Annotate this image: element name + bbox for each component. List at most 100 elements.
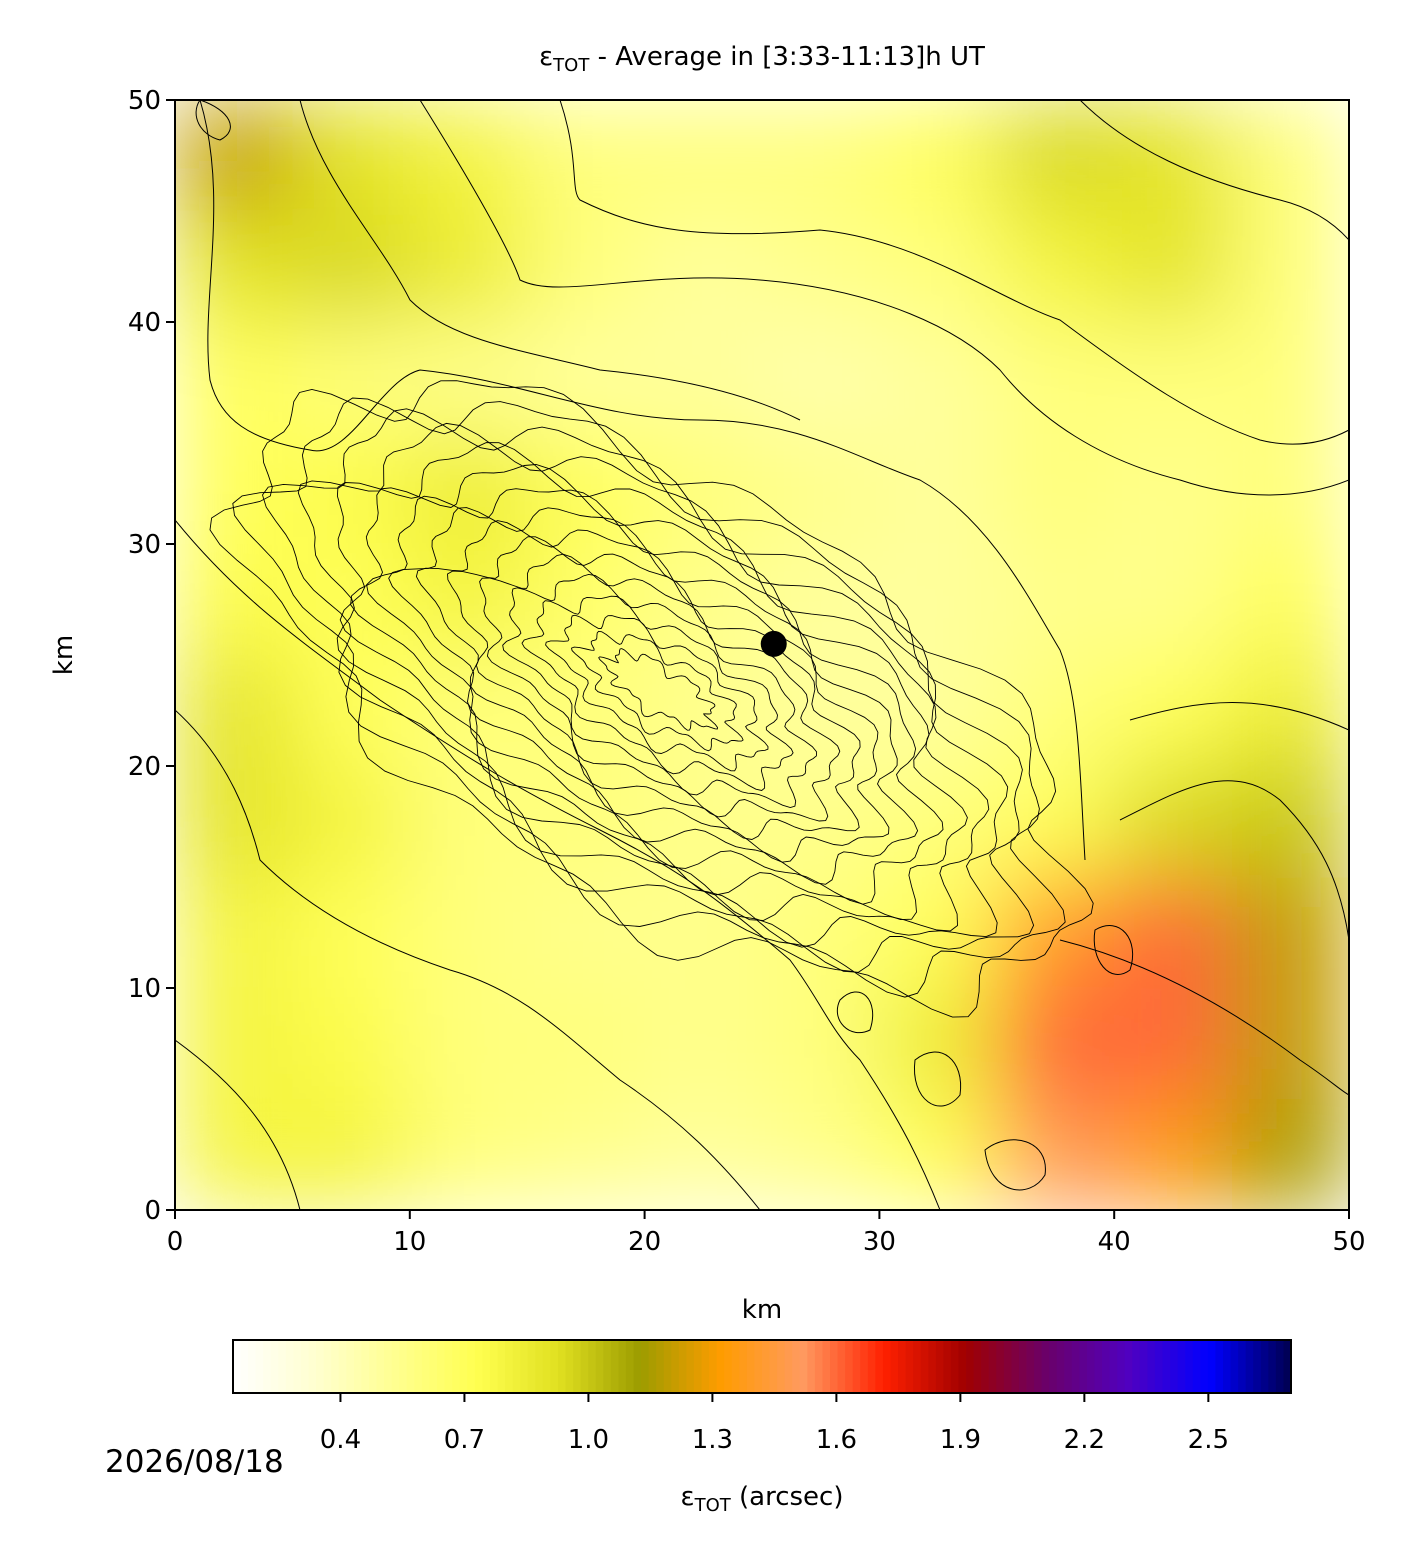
colorbar-label-symbol: ε (681, 1482, 695, 1512)
colorbar-frame (232, 1339, 1292, 1394)
colorbar-swatch (565, 1340, 574, 1393)
colorbar-swatch (353, 1340, 363, 1393)
y-tick-label: 10 (128, 974, 161, 1004)
heat-cell (762, 988, 880, 1100)
heat-cell (292, 1099, 411, 1210)
colorbar-swatch (248, 1340, 257, 1393)
colorbar-swatch (709, 1340, 718, 1393)
colorbar-swatch (437, 1340, 446, 1393)
colorbar-swatch (278, 1340, 287, 1393)
colorbar-swatch (361, 1340, 370, 1393)
heat-cell (175, 655, 293, 767)
colorbar-swatch (1018, 1340, 1028, 1393)
contour-line (502, 573, 818, 808)
contour-line (209, 380, 1094, 1018)
heat-cell (879, 211, 998, 323)
colorbar-swatch (610, 1340, 620, 1393)
colorbar-swatch (739, 1340, 748, 1393)
colorbar-swatch (950, 1340, 960, 1393)
colorbar-swatch (505, 1340, 514, 1393)
contour-line (1059, 939, 1349, 1096)
heat-cell (644, 877, 763, 989)
heat-cell (644, 655, 763, 767)
heat-cell (879, 544, 998, 656)
colorbar-swatch (973, 1340, 982, 1393)
y-tick-label: 20 (128, 752, 161, 782)
colorbar-swatch (391, 1340, 400, 1393)
heat-cell (879, 433, 998, 545)
colorbar-swatch (1109, 1340, 1118, 1393)
colorbar-swatch (580, 1340, 589, 1393)
heat-cell (1231, 322, 1349, 434)
colorbar-swatch (716, 1340, 725, 1393)
colorbar-swatch (671, 1340, 680, 1393)
heat-cell (1114, 100, 1233, 212)
colorbar-swatch (414, 1340, 423, 1393)
heat-cell (996, 322, 1115, 434)
contour-line (913, 1051, 962, 1107)
colorbar-swatch (1026, 1340, 1035, 1393)
colorbar-swatch (263, 1340, 272, 1393)
colorbar-swatch (913, 1340, 922, 1393)
colorbar-swatch (1102, 1340, 1111, 1393)
colorbar-swatch (323, 1340, 332, 1393)
contour-line (297, 422, 1009, 948)
colorbar-swatch (633, 1340, 642, 1393)
contour-line (199, 100, 1086, 861)
colorbar-swatch (928, 1340, 937, 1393)
heat-cell (879, 877, 998, 989)
colorbar-swatch (1086, 1340, 1096, 1393)
contour-line (984, 1139, 1046, 1191)
heat-cell (762, 322, 880, 434)
contours (175, 100, 1349, 1210)
heat-cell (1231, 100, 1349, 212)
heat-cell (879, 1099, 998, 1210)
heat-cell (409, 100, 528, 212)
colorbar-swatch (346, 1340, 355, 1393)
heat-cell (996, 766, 1115, 878)
heat-cell (527, 655, 646, 767)
colorbar-swatch (625, 1340, 635, 1393)
heat-cell (762, 100, 880, 212)
colorbar-swatch (852, 1340, 861, 1393)
x-tick-label: 20 (628, 1227, 661, 1257)
colorbar-swatch (497, 1340, 506, 1393)
plot-frame (174, 99, 1350, 1211)
colorbar-tick-label: 0.4 (320, 1425, 361, 1455)
colorbar-swatch (459, 1340, 468, 1393)
colorbar-swatch (1117, 1340, 1126, 1393)
y-tick-label: 0 (144, 1196, 161, 1226)
y-axis-label: km (49, 635, 79, 675)
contour-line (232, 397, 1066, 998)
heat-cell (1231, 877, 1349, 989)
colorbar-swatch (1200, 1340, 1209, 1393)
colorbar-swatch (399, 1340, 408, 1393)
colorbar-swatch (966, 1340, 975, 1393)
x-tick-label: 30 (863, 1227, 896, 1257)
colorbar-swatch (1056, 1340, 1065, 1393)
y-tick-label: 50 (128, 86, 161, 116)
x-tick-label: 50 (1332, 1227, 1365, 1257)
heat-cell (879, 100, 998, 212)
colorbar-swatch (1260, 1340, 1269, 1393)
x-tick-label: 10 (393, 1227, 426, 1257)
heat-cell (1114, 877, 1233, 989)
colorbar-swatch (233, 1340, 242, 1393)
heat-cell (1231, 544, 1349, 656)
heat-cell (762, 877, 880, 989)
contour-line (836, 991, 874, 1034)
colorbar-swatch (822, 1340, 831, 1393)
heat-cell (1231, 211, 1349, 323)
colorbar-swatch (444, 1340, 453, 1393)
heat-cell (762, 1099, 880, 1210)
colorbar-swatch (1222, 1340, 1232, 1393)
colorbar-swatch (656, 1340, 665, 1393)
colorbar-swatch (338, 1340, 347, 1393)
heat-cell (409, 766, 528, 878)
colorbar-tick-label: 2.5 (1188, 1425, 1229, 1455)
colorbar-swatch (1162, 1340, 1171, 1393)
colorbar-swatch (1238, 1340, 1247, 1393)
heat-cell (527, 988, 646, 1100)
colorbar-swatch (686, 1340, 695, 1393)
colorbar-swatch (882, 1340, 892, 1393)
